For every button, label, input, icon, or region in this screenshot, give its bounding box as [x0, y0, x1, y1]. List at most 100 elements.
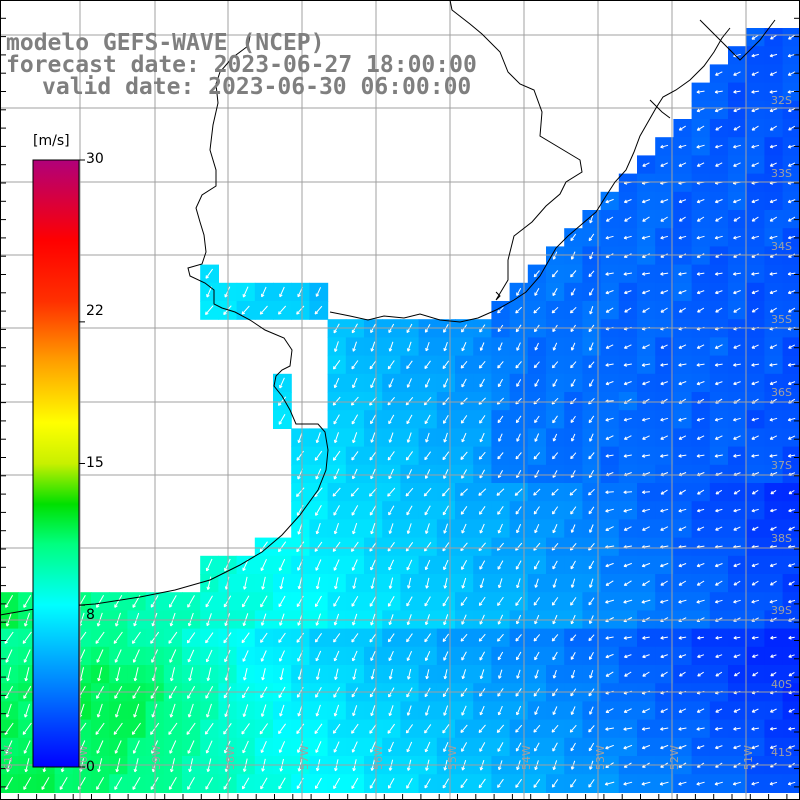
wind-arrow	[205, 305, 214, 315]
wind-arrow	[186, 722, 196, 735]
wind-arrow	[497, 523, 503, 534]
wind-arrow	[278, 558, 286, 571]
wind-arrow	[751, 34, 759, 40]
wind-arrow	[641, 708, 651, 713]
wind-arrow	[278, 541, 287, 553]
wind-arrow	[206, 576, 212, 590]
wind-arrow	[660, 562, 669, 568]
wind-arrow	[733, 727, 741, 731]
wind-arrow	[516, 433, 521, 442]
wind-arrow	[641, 454, 651, 458]
wind-arrow	[605, 290, 614, 295]
wind-arrow	[715, 307, 723, 313]
wind-arrow	[678, 417, 687, 422]
wind-arrow	[388, 378, 394, 388]
wind-arrow	[443, 577, 448, 589]
wind-arrow	[132, 631, 141, 644]
wind-arrow	[552, 415, 558, 424]
lon-label: 53W	[594, 745, 607, 770]
wind-arrow	[696, 526, 705, 531]
wind-arrow	[552, 342, 558, 351]
wind-arrow	[424, 542, 432, 552]
wind-arrow	[497, 596, 504, 606]
lon-label: 58W	[224, 745, 237, 770]
wind-arrow	[696, 454, 705, 458]
wind-arrow	[533, 506, 540, 515]
wind-arrow	[533, 724, 541, 733]
wind-arrow	[696, 108, 705, 113]
wind-arrow	[715, 381, 723, 386]
wind-arrow	[424, 596, 431, 607]
wind-arrow	[443, 414, 449, 424]
wind-arrow	[406, 559, 413, 571]
wind-arrow	[623, 435, 632, 440]
wind-arrow	[279, 577, 284, 590]
wind-arrow	[533, 270, 540, 278]
wind-arrow	[332, 541, 341, 552]
colorbar-unit: [m/s]	[33, 133, 70, 149]
wind-arrow	[623, 381, 632, 386]
wind-arrow	[769, 435, 778, 440]
wind-arrow	[769, 235, 778, 240]
wind-arrow	[696, 727, 705, 731]
wind-arrow	[605, 198, 614, 204]
wind-arrow	[751, 381, 759, 386]
wind-arrow	[770, 34, 777, 40]
wind-arrow	[678, 599, 687, 604]
wind-arrow	[204, 722, 214, 735]
wind-arrow	[497, 578, 503, 589]
wind-arrow	[605, 363, 614, 367]
wind-arrow	[515, 306, 523, 314]
wind-arrow	[696, 344, 705, 349]
wind-arrow	[787, 71, 796, 76]
wind-arrow	[570, 379, 576, 387]
wind-arrow	[496, 488, 505, 496]
wind-arrow	[751, 71, 759, 76]
wind-arrow	[315, 287, 322, 297]
wind-arrow	[242, 595, 250, 608]
wind-arrow	[751, 727, 759, 731]
wind-arrow	[769, 580, 777, 586]
wind-arrow	[479, 523, 485, 534]
wind-arrow	[733, 599, 741, 604]
wind-arrow	[623, 490, 633, 495]
wind-arrow	[533, 361, 540, 369]
wind-arrow	[642, 526, 650, 531]
wind-arrow	[660, 162, 669, 167]
wind-arrow	[788, 381, 796, 386]
wind-arrow	[733, 216, 741, 222]
wind-arrow	[461, 523, 467, 534]
wind-arrow	[588, 233, 595, 242]
wind-arrow	[715, 216, 723, 222]
wind-arrow	[170, 667, 175, 682]
wind-arrow	[733, 489, 741, 495]
wind-arrow	[769, 90, 778, 94]
wind-arrow	[769, 381, 778, 386]
wind-arrow	[552, 651, 558, 661]
wind-arrow	[552, 379, 558, 387]
wind-arrow	[714, 435, 723, 440]
wind-arrow	[96, 594, 105, 608]
wind-arrow	[443, 469, 449, 479]
wind-arrow	[569, 724, 577, 733]
wind-arrow	[641, 235, 651, 240]
wind-arrow	[5, 703, 12, 718]
wind-arrow	[787, 290, 796, 295]
wind-arrow	[751, 344, 759, 349]
wind-arrow	[333, 360, 341, 370]
wind-arrow	[714, 454, 723, 458]
wind-arrow	[443, 378, 449, 388]
wind-arrow	[370, 432, 376, 443]
wind-arrow	[261, 668, 266, 681]
wind-arrow	[770, 508, 777, 513]
wind-arrow	[733, 235, 741, 240]
wind-arrow	[588, 488, 595, 496]
wind-arrow	[497, 651, 504, 661]
wind-arrow	[352, 468, 358, 480]
wind-arrow	[605, 580, 614, 586]
wind-arrow	[697, 636, 704, 640]
wind-arrow	[714, 727, 723, 731]
wind-arrow	[787, 435, 796, 440]
wind-arrow	[516, 669, 521, 679]
wind-arrow	[387, 487, 396, 497]
